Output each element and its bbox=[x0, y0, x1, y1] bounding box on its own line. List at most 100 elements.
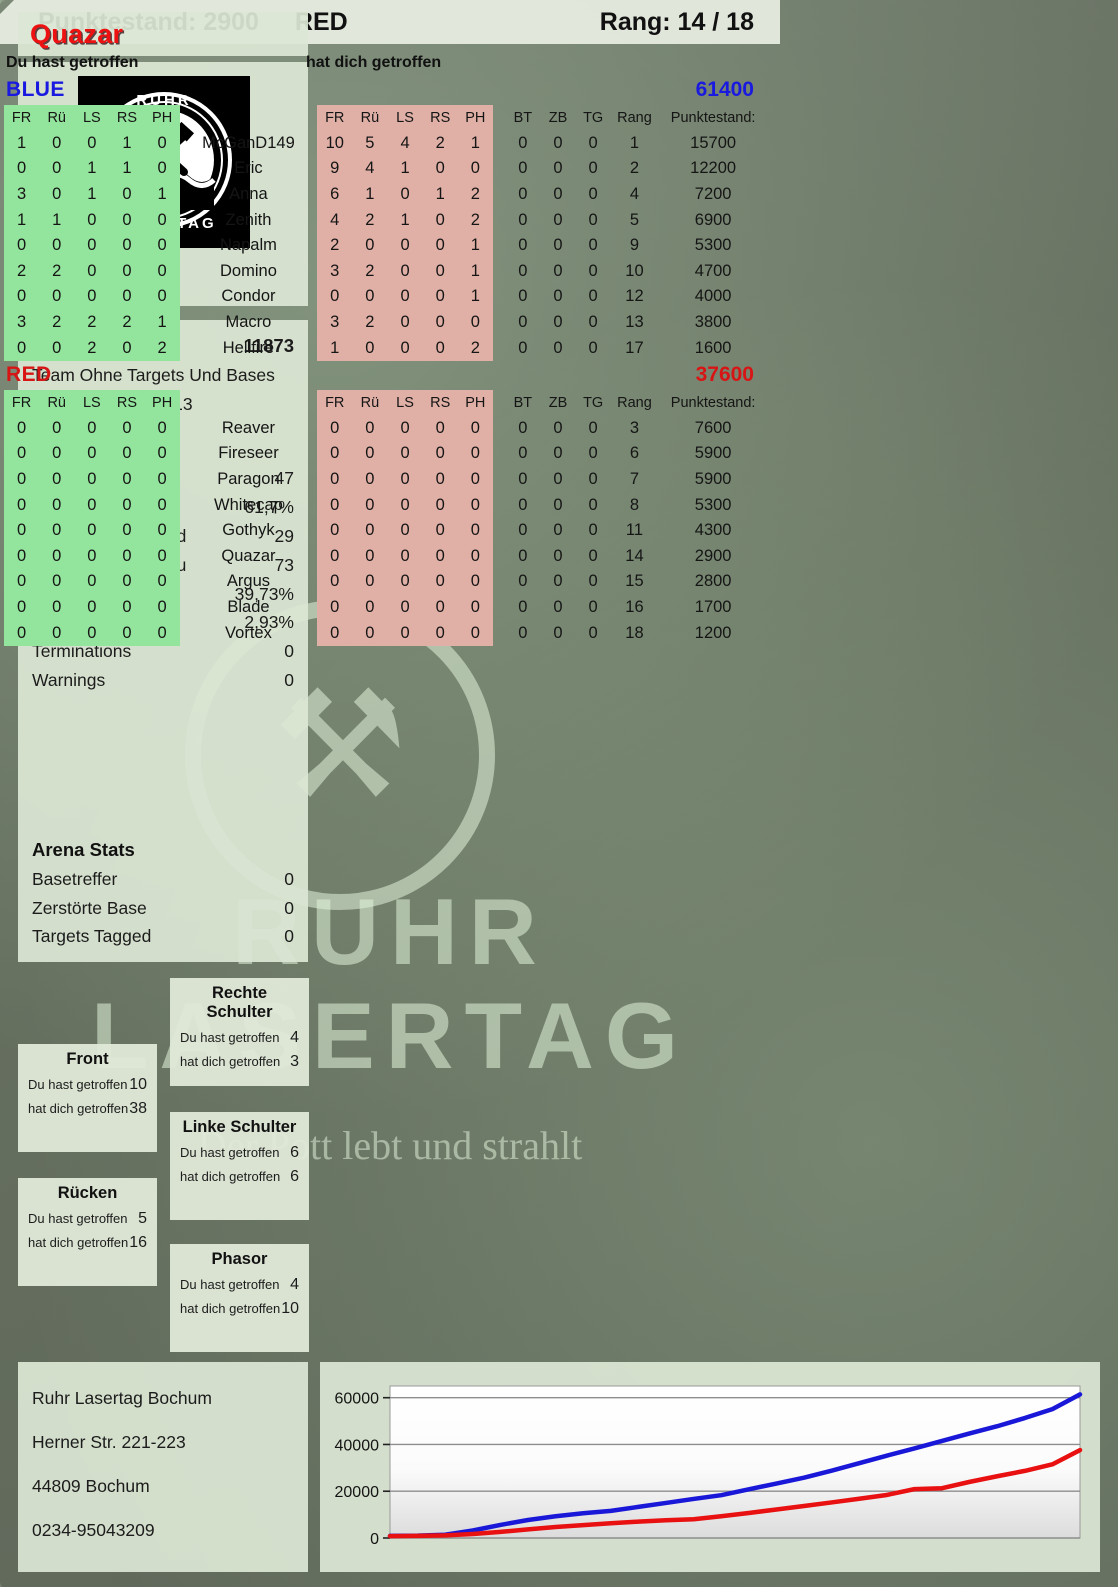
cell-extra: 0 bbox=[588, 133, 598, 152]
cell-you-tagged: 0 bbox=[74, 466, 110, 493]
table-row[interactable]: 0 0 0 0 0 Vortex 0 0 0 0 0 0 0 0 18 1200 bbox=[4, 620, 768, 646]
table-row[interactable]: 0 0 0 0 0 Argus 0 0 0 0 0 0 0 0 15 2800 bbox=[4, 569, 768, 595]
stat-value: 0 bbox=[284, 897, 294, 918]
cell-rank: 7 bbox=[629, 470, 640, 489]
cell-you-tagged: 0 bbox=[4, 284, 40, 310]
cell-you-tagged: 0 bbox=[144, 466, 180, 493]
cell-tagged-you: 1 bbox=[457, 130, 493, 157]
cell-you-tagged: 0 bbox=[39, 130, 75, 157]
stat-value: 73 bbox=[274, 554, 294, 575]
cell-score: 5300 bbox=[694, 495, 732, 514]
cell-you-tagged: 0 bbox=[39, 156, 75, 182]
cell-rank: 12 bbox=[625, 287, 644, 306]
cell-tagged-you: 1 bbox=[457, 258, 493, 285]
table-row[interactable]: 3 2 2 2 1 Macro 3 2 0 0 0 0 0 0 13 3800 bbox=[4, 309, 768, 336]
cell-extra: 0 bbox=[518, 470, 528, 489]
table-row[interactable]: 0 0 0 0 0 Whitecap 0 0 0 0 0 0 0 0 8 5300 bbox=[4, 492, 768, 518]
table-row[interactable]: 0 0 0 0 0 Quazar 0 0 0 0 0 0 0 0 14 2900 bbox=[4, 543, 768, 570]
cell-you-tagged: 0 bbox=[144, 130, 180, 157]
cell-you-tagged: 2 bbox=[144, 335, 180, 361]
cell-extra: 0 bbox=[588, 444, 598, 463]
cell-rank: 2 bbox=[629, 159, 640, 178]
table-row[interactable]: 0 0 0 0 0 Fireseer 0 0 0 0 0 0 0 0 6 5900 bbox=[4, 441, 768, 467]
cell-you-tagged: 0 bbox=[109, 284, 145, 310]
table-row[interactable]: 1 1 0 0 0 Zenith 4 2 1 0 2 0 0 0 5 6900 bbox=[4, 207, 768, 233]
col-header: PH bbox=[457, 389, 493, 416]
table-row[interactable]: 0 0 0 0 0 Blade 0 0 0 0 0 0 0 0 16 1700 bbox=[4, 594, 768, 621]
col-header: ZB bbox=[548, 394, 568, 411]
cell-extra: 0 bbox=[518, 236, 528, 255]
cell-you-tagged: 0 bbox=[144, 156, 180, 182]
cell-you-tagged: 1 bbox=[4, 130, 40, 157]
arena-row-basetreffer: Basetreffer 0 bbox=[32, 865, 294, 894]
table-row[interactable]: 0 0 0 0 0 Gothyk 0 0 0 0 0 0 0 0 11 4300 bbox=[4, 517, 768, 544]
cell-extra: 0 bbox=[553, 313, 563, 332]
cell-you-tagged: 0 bbox=[74, 594, 110, 621]
cell-you-tagged: 0 bbox=[144, 284, 180, 310]
col-header: RS bbox=[109, 105, 145, 131]
cell-you-tagged: 0 bbox=[109, 207, 145, 233]
cell-you-tagged: 0 bbox=[4, 594, 40, 621]
cell-you-tagged: 0 bbox=[144, 441, 180, 467]
stat-row-terminations: Terminations 0 bbox=[32, 637, 294, 666]
table-row[interactable]: 0 0 2 0 2 Hellfire 1 0 0 0 2 0 0 0 17 1600 bbox=[4, 335, 768, 361]
table-row[interactable]: 1 0 0 1 0 McGanD149 10 5 4 2 1 0 0 0 1 15700 bbox=[4, 130, 768, 157]
stat-value: 29 bbox=[274, 525, 294, 546]
zone-hit-row: Du hast getroffen 10 bbox=[28, 1073, 147, 1097]
cell-rank: 8 bbox=[629, 495, 640, 514]
venue-footer: Ruhr Lasertag Bochum Herner Str. 221-223… bbox=[18, 1362, 308, 1572]
cell-tagged-you: 0 bbox=[422, 258, 458, 285]
cell-tagged-you: 0 bbox=[317, 620, 353, 646]
cell-gap bbox=[493, 595, 505, 621]
col-header: ZB bbox=[548, 109, 568, 126]
col-header: TG bbox=[583, 394, 604, 411]
cell-tagged-you: 0 bbox=[457, 517, 493, 544]
table-row[interactable]: 0 0 0 0 0 Paragon 0 0 0 0 0 0 0 0 7 5900 bbox=[4, 466, 768, 493]
col-header: Rang bbox=[617, 394, 652, 411]
stat-label: Warnings bbox=[32, 669, 106, 690]
table-row[interactable]: 2 2 0 0 0 Domino 3 2 0 0 1 0 0 0 10 4700 bbox=[4, 258, 768, 285]
zone-hit-label: Du hast getroffen bbox=[180, 1277, 280, 1292]
cell-tagged-you: 2 bbox=[422, 130, 458, 157]
cell-you-tagged: 0 bbox=[109, 335, 145, 361]
cell-you-tagged: 1 bbox=[74, 156, 110, 182]
cell-tagged-you: 0 bbox=[422, 543, 458, 570]
cell-you-tagged: 0 bbox=[74, 543, 110, 570]
cell-tagged-you: 0 bbox=[457, 415, 493, 442]
cell-rank: 15 bbox=[625, 572, 644, 591]
cell-extra: 0 bbox=[553, 159, 563, 178]
table-row[interactable]: 0 0 0 0 0 Napalm 2 0 0 0 1 0 0 0 9 5300 bbox=[4, 232, 768, 259]
cell-tagged-you: 0 bbox=[317, 569, 353, 595]
cell-player-name: Eric bbox=[234, 159, 263, 178]
cell-tagged-you: 2 bbox=[457, 181, 493, 208]
cell-score: 7200 bbox=[694, 185, 732, 204]
cell-player-name: Argus bbox=[226, 572, 270, 591]
cell-gap bbox=[493, 156, 505, 182]
cell-rank: 1 bbox=[629, 133, 640, 152]
cell-extra: 0 bbox=[588, 597, 598, 616]
cell-rank: 3 bbox=[629, 418, 640, 437]
table-row[interactable]: 0 0 0 0 0 Reaver 0 0 0 0 0 0 0 0 3 7600 bbox=[4, 415, 768, 442]
cell-tagged-you: 6 bbox=[317, 181, 353, 208]
cell-extra: 0 bbox=[553, 521, 563, 540]
zone-hit-label: Du hast getroffen bbox=[180, 1145, 280, 1160]
cell-you-tagged: 0 bbox=[39, 492, 75, 518]
cell-tagged-you: 0 bbox=[352, 415, 388, 442]
zone-hit-label: Du hast getroffen bbox=[28, 1077, 128, 1092]
score-progression-chart: 0 20000 40000 60000 bbox=[320, 1362, 1100, 1572]
table-row[interactable]: 3 0 1 0 1 Anna 6 1 0 1 2 0 0 0 4 7200 bbox=[4, 181, 768, 208]
cell-tagged-you: 0 bbox=[387, 594, 423, 621]
cell-you-tagged: 0 bbox=[144, 543, 180, 570]
cell-score: 1200 bbox=[694, 623, 732, 642]
cell-player-name: Condor bbox=[221, 287, 276, 306]
cell-you-tagged: 2 bbox=[74, 335, 110, 361]
svg-text:RUHR: RUHR bbox=[136, 92, 191, 109]
stat-value: 0 bbox=[284, 926, 294, 947]
cell-extra: 0 bbox=[518, 159, 528, 178]
table-row[interactable]: 0 0 0 0 0 Condor 0 0 0 0 1 0 0 0 12 4000 bbox=[4, 284, 768, 310]
table-row[interactable]: 0 0 1 1 0 Eric 9 4 1 0 0 0 0 0 2 12200 bbox=[4, 156, 768, 182]
zone-hit-value: 4 bbox=[290, 1276, 299, 1293]
cell-tagged-you: 0 bbox=[352, 441, 388, 467]
zone-gothit-label: hat dich getroffen bbox=[180, 1301, 281, 1316]
cell-tagged-you: 0 bbox=[317, 466, 353, 493]
